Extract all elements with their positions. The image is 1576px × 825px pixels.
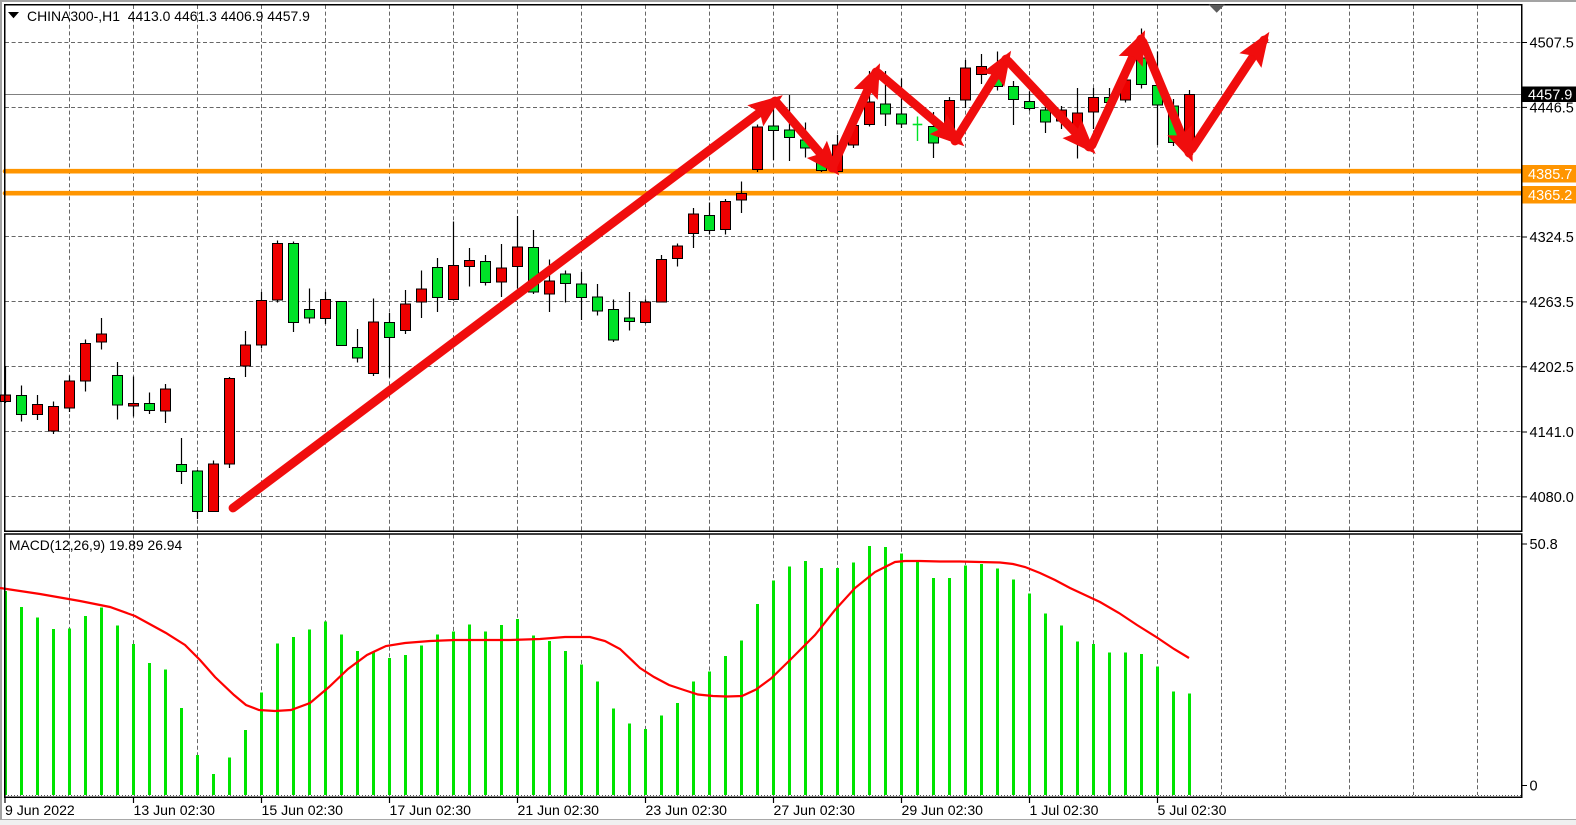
svg-text:15 Jun 02:30: 15 Jun 02:30 xyxy=(262,802,344,818)
svg-text:1 Jul 02:30: 1 Jul 02:30 xyxy=(1030,802,1099,818)
svg-text:4507.5: 4507.5 xyxy=(1530,36,1574,52)
svg-text:4446.5: 4446.5 xyxy=(1530,100,1574,116)
svg-text:CHINA300-,H1 4413.0 4461.3 44: CHINA300-,H1 4413.0 4461.3 4406.9 4457.9 xyxy=(27,8,310,24)
svg-text:4080.0: 4080.0 xyxy=(1530,490,1574,506)
svg-text:17 Jun 02:30: 17 Jun 02:30 xyxy=(390,802,472,818)
svg-text:4202.5: 4202.5 xyxy=(1530,360,1574,376)
svg-text:27 Jun 02:30: 27 Jun 02:30 xyxy=(774,802,856,818)
svg-text:4263.5: 4263.5 xyxy=(1530,295,1574,311)
svg-text:5 Jul 02:30: 5 Jul 02:30 xyxy=(1158,802,1227,818)
svg-text:4385.7: 4385.7 xyxy=(1528,167,1572,183)
svg-text:21 Jun 02:30: 21 Jun 02:30 xyxy=(518,802,600,818)
svg-text:23 Jun 02:30: 23 Jun 02:30 xyxy=(646,802,728,818)
svg-text:4324.5: 4324.5 xyxy=(1530,230,1574,246)
svg-text:MACD(12,26,9) 19.89 26.94: MACD(12,26,9) 19.89 26.94 xyxy=(9,537,182,553)
svg-text:13 Jun 02:30: 13 Jun 02:30 xyxy=(134,802,216,818)
svg-text:4141.0: 4141.0 xyxy=(1530,425,1574,441)
svg-text:9 Jun 2022: 9 Jun 2022 xyxy=(5,802,75,818)
svg-text:4365.2: 4365.2 xyxy=(1528,188,1572,204)
svg-text:4457.9: 4457.9 xyxy=(1528,87,1572,103)
svg-text:0: 0 xyxy=(1530,779,1538,795)
svg-text:50.8: 50.8 xyxy=(1530,537,1558,553)
svg-text:29 Jun 02:30: 29 Jun 02:30 xyxy=(902,802,984,818)
